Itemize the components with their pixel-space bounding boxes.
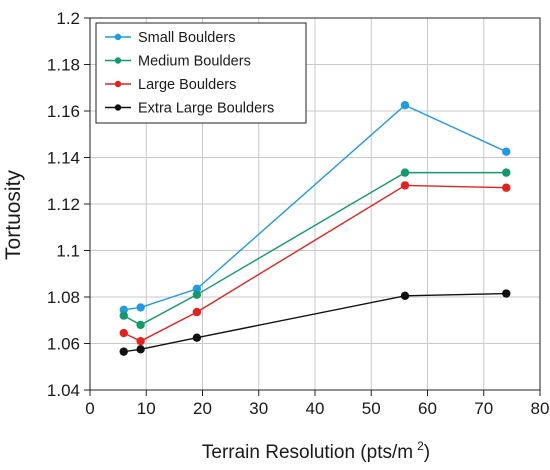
data-point — [502, 183, 511, 192]
x-tick-label: 30 — [249, 399, 268, 418]
legend-item: Medium Boulders — [105, 54, 251, 70]
legend-label: Medium Boulders — [138, 54, 251, 70]
legend-label: Small Boulders — [138, 30, 236, 46]
legend-swatch-marker — [114, 57, 122, 64]
legend-box — [95, 22, 307, 124]
x-axis-title: Terrain Resolution (pts/m 2) — [202, 439, 430, 463]
data-point — [400, 291, 410, 301]
data-point — [192, 290, 202, 299]
data-point — [502, 168, 511, 177]
y-axis-title: Tortuosity — [2, 170, 25, 260]
data-point — [136, 303, 145, 312]
data-point — [192, 307, 202, 317]
data-point — [400, 181, 410, 190]
x-axis-title-superscript: 2 — [417, 439, 424, 453]
y-tick-label: 1.18 — [47, 56, 80, 75]
data-point — [502, 289, 511, 298]
y-tick-label: 1.2 — [56, 9, 80, 28]
y-tick-label: 1.1 — [56, 242, 80, 261]
y-axis: 1.04 1.06 1.08 1.1 1.12 1.14 1.16 1.18 1.2 — [47, 9, 90, 400]
legend-label: Large Boulders — [138, 77, 236, 93]
legend-item: Small Boulders — [105, 30, 236, 46]
data-point — [119, 311, 128, 320]
y-tick-label: 1.06 — [47, 335, 80, 354]
legend-swatch-marker — [114, 104, 122, 111]
y-tick-label: 1.08 — [47, 288, 80, 307]
x-tick-label: 10 — [137, 399, 156, 418]
data-point — [136, 320, 145, 330]
data-point — [192, 333, 202, 342]
legend-swatch-marker — [114, 33, 122, 41]
data-point — [192, 284, 202, 294]
series-small-boulders — [119, 100, 511, 314]
data-point — [119, 347, 128, 356]
series-large-boulders — [119, 181, 511, 346]
data-point — [502, 147, 511, 156]
x-tick-label: 40 — [306, 399, 325, 418]
y-tick-label: 1.14 — [47, 149, 80, 168]
series-extra-large-boulders — [119, 289, 511, 356]
x-tick-label: 0 — [85, 399, 94, 418]
legend-swatch-marker — [114, 80, 122, 88]
x-axis-title-main: Terrain Resolution (pts/m — [202, 442, 413, 463]
y-tick-label: 1.04 — [47, 381, 80, 400]
series-medium-boulders — [119, 168, 511, 330]
x-tick-label: 20 — [193, 399, 212, 418]
x-axis-title-suffix: ) — [424, 442, 430, 463]
series-layer — [119, 100, 511, 356]
data-point — [136, 336, 145, 346]
x-tick-label: 70 — [474, 399, 493, 418]
x-tick-label: 80 — [531, 399, 550, 418]
data-point — [136, 345, 145, 354]
data-point — [119, 305, 128, 314]
y-tick-label: 1.12 — [47, 195, 80, 214]
y-tick-label: 1.16 — [47, 102, 80, 121]
x-tick-label: 50 — [362, 399, 381, 418]
x-tick-label: 60 — [418, 399, 437, 418]
data-point — [400, 168, 410, 177]
x-axis: 0 10 20 30 40 50 60 70 80 — [85, 390, 549, 418]
data-point — [400, 100, 410, 110]
legend-item: Large Boulders — [105, 77, 236, 93]
legend: Small Boulders Medium Boulders Large Bould… — [95, 22, 307, 124]
legend-item: Extra Large Boulders — [105, 101, 274, 117]
legend-label: Extra Large Boulders — [138, 101, 274, 117]
data-point — [119, 328, 128, 338]
